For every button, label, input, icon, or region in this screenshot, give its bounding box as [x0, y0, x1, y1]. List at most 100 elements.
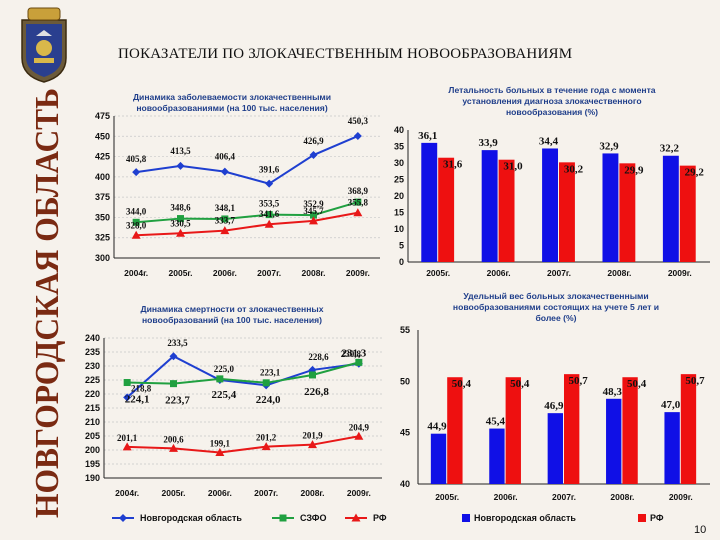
data-point-szfo [216, 375, 224, 383]
data-label-novgorod: 228,6 [308, 352, 329, 362]
data-label-szfo: 224,1 [125, 394, 150, 406]
data-label-rf: 30,2 [564, 163, 584, 175]
page-number: 10 [694, 524, 707, 536]
y-tick-label: 55 [400, 325, 410, 335]
bar-novgorod [606, 398, 622, 484]
data-label-rf: 50,4 [627, 378, 647, 390]
x-tick-label: 2004г. [124, 268, 148, 278]
x-tick-label: 2005г. [426, 268, 450, 278]
series-line-rf [127, 435, 360, 454]
data-label-novgorod: 44,9 [427, 421, 447, 433]
data-label-szfo: 344,0 [126, 206, 147, 216]
legend-label-szfo: СЗФО [300, 513, 326, 523]
data-label-novgorod: 391,6 [259, 165, 280, 175]
data-label-rf: 50,4 [510, 378, 530, 390]
data-label-rf: 355,8 [348, 198, 369, 208]
series-line-novgorod [126, 354, 359, 399]
bar-novgorod [481, 150, 498, 262]
data-point-rf [122, 442, 132, 451]
legend-marker-novgorod [119, 514, 127, 522]
y-tick-label: 0 [399, 257, 404, 267]
data-label-novgorod: 32,9 [599, 140, 619, 152]
series-line-rf [136, 211, 359, 237]
data-label-rf: 330,5 [170, 218, 191, 228]
y-tick-label: 30 [394, 158, 404, 168]
data-point-novgorod [309, 151, 318, 160]
bar-novgorod [430, 433, 447, 484]
bar-novgorod [662, 155, 679, 262]
data-label-rf: 50,7 [685, 375, 705, 387]
y-tick-label: 475 [95, 111, 110, 121]
x-tick-label: 2007г. [257, 268, 281, 278]
data-label-rf: 200,6 [163, 434, 184, 444]
data-label-rf: 201,2 [256, 433, 277, 443]
data-label-novgorod: 413,5 [170, 146, 191, 156]
data-label-szfo: 353,5 [259, 199, 280, 209]
data-label-szfo: 348,6 [170, 203, 191, 213]
chart-title-line: более (%) [535, 313, 576, 323]
data-label-szfo: 223,7 [165, 395, 190, 407]
data-label-novgorod: 218,8 [131, 383, 152, 393]
data-label-rf: 50,4 [452, 378, 472, 390]
x-tick-label: 2008г. [301, 488, 325, 498]
bar-novgorod [547, 413, 563, 484]
bar-rf [564, 374, 580, 484]
data-point-szfo [123, 379, 131, 387]
x-tick-label: 2006г. [208, 488, 232, 498]
data-point-rf [309, 216, 318, 225]
y-tick-label: 25 [394, 175, 404, 185]
data-label-rf: 31,6 [443, 159, 463, 171]
y-tick-label: 45 [400, 428, 410, 438]
x-tick-label: 2009г. [346, 268, 370, 278]
series-line-szfo [136, 201, 359, 224]
data-point-szfo [355, 358, 363, 366]
y-tick-label: 450 [95, 131, 110, 141]
data-label-rf: 204,9 [349, 422, 370, 432]
data-point-rf [215, 448, 225, 457]
data-point-szfo [354, 198, 362, 206]
data-point-rf [308, 440, 317, 449]
series-line-szfo [127, 361, 360, 385]
y-tick-label: 50 [400, 376, 410, 386]
data-label-rf: 201,9 [302, 431, 323, 441]
page-title: ПОКАЗАТЕЛИ ПО ЗЛОКАЧЕСТВЕННЫМ НОВООБРАЗО… [118, 46, 573, 62]
y-tick-label: 190 [85, 473, 100, 483]
five-year-share-chart: Удельный вес больных злокачественныминов… [400, 291, 710, 523]
data-label-szfo: 225,4 [211, 389, 236, 401]
y-tick-label: 195 [85, 459, 100, 469]
data-point-rf [354, 431, 364, 440]
data-point-rf [353, 208, 363, 217]
legend-swatch-novgorod [462, 514, 470, 522]
bar-novgorod [602, 153, 619, 262]
data-label-novgorod: 36,1 [418, 130, 437, 142]
x-tick-label: 2009г. [347, 488, 371, 498]
x-tick-label: 2004г. [115, 488, 139, 498]
lethality-chart: Летальность больных в течение года с мом… [394, 85, 710, 278]
data-point-szfo [221, 215, 229, 223]
chart-title-line: новообразованиями состоящих на учете 5 л… [453, 302, 659, 312]
legend-label-rf: РФ [373, 513, 387, 523]
data-label-novgorod: 406,4 [215, 152, 236, 162]
incidence-chart: Динамика заболеваемости злокачественными… [95, 92, 380, 278]
legend-marker-szfo [279, 514, 287, 522]
x-tick-label: 2005г. [435, 492, 459, 502]
y-tick-label: 350 [95, 212, 110, 222]
chart-title-line: Динамика заболеваемости злокачественными [133, 92, 331, 102]
x-tick-label: 2006г. [213, 268, 237, 278]
data-point-novgorod [176, 161, 185, 170]
data-label-novgorod: 405,8 [126, 154, 147, 164]
data-point-szfo [177, 215, 184, 223]
data-point-rf [169, 443, 178, 452]
x-tick-label: 2006г. [494, 492, 518, 502]
bar-rf [680, 374, 697, 484]
data-label-rf: 199,1 [210, 439, 231, 449]
data-label-szfo: 348,1 [215, 203, 236, 213]
y-tick-label: 240 [85, 333, 100, 343]
bar-rf [622, 377, 638, 484]
data-point-novgorod [220, 167, 229, 176]
x-tick-label: 2009г. [668, 268, 692, 278]
y-tick-label: 300 [95, 253, 110, 263]
bar-rf [498, 159, 515, 262]
bar-rf [619, 163, 636, 262]
data-label-szfo: 368,9 [348, 186, 369, 196]
